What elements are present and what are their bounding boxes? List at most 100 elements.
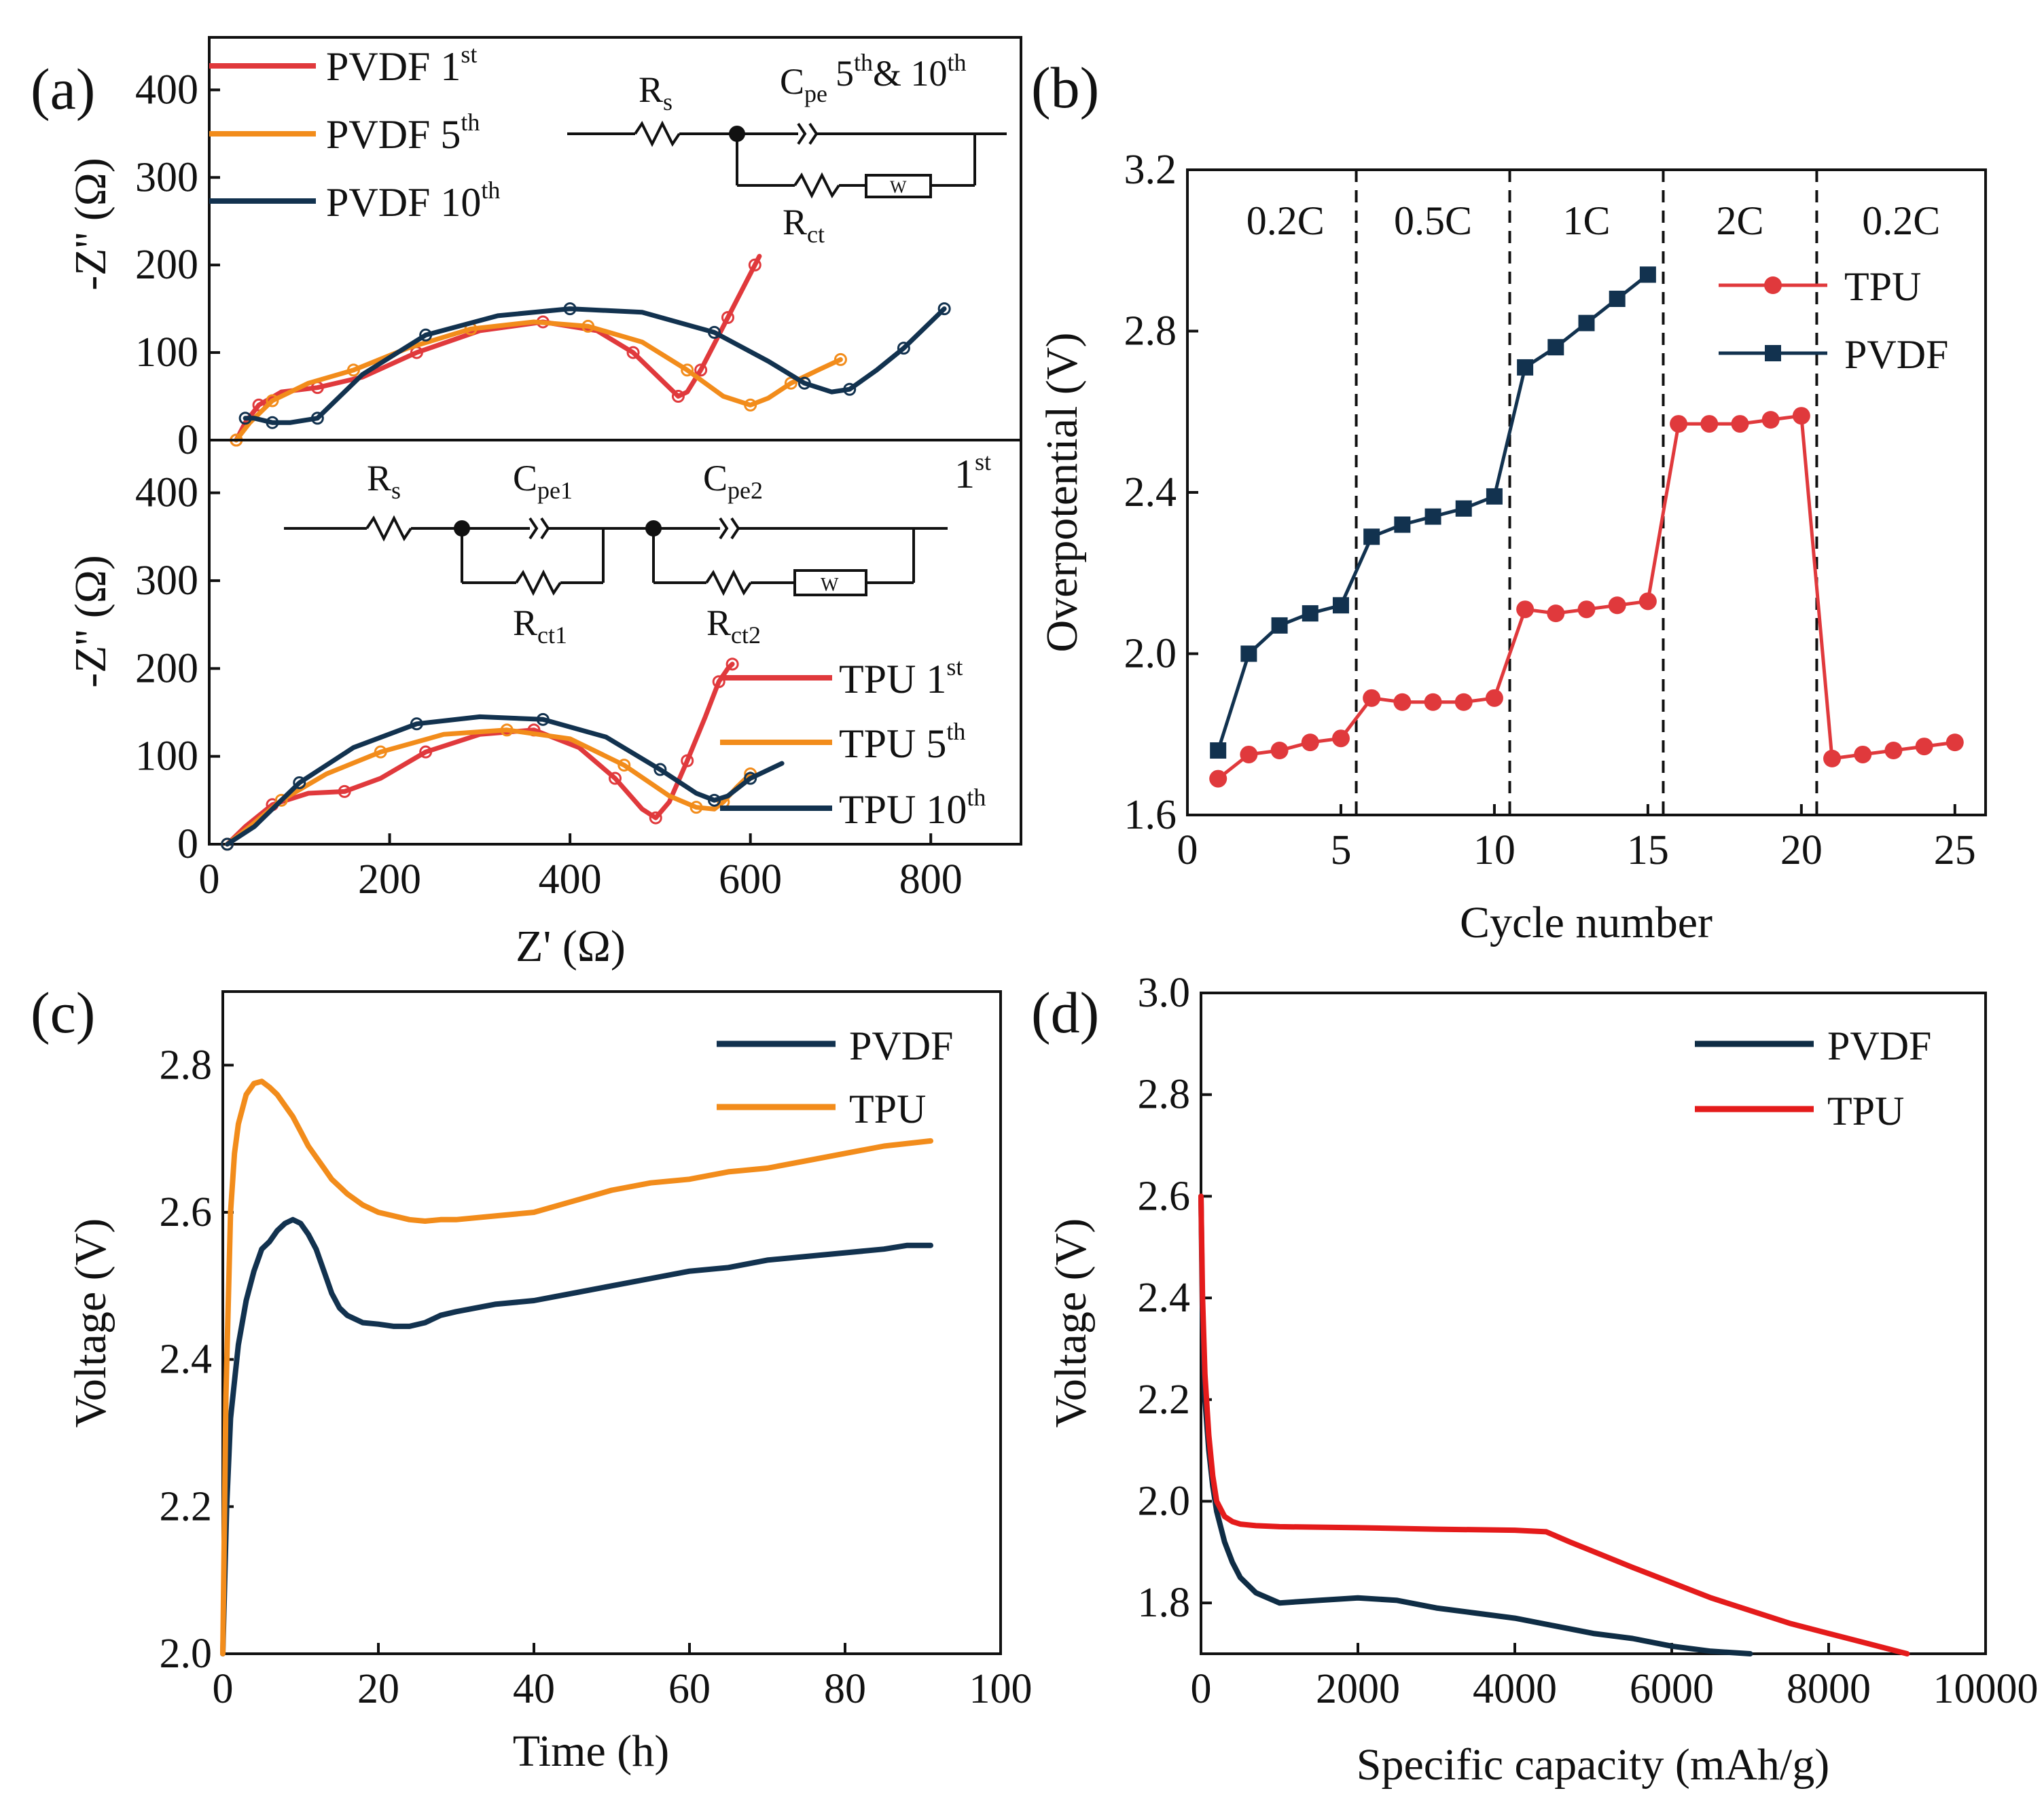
marker-tpu-10th [536, 712, 550, 726]
point-pvdf [1271, 617, 1288, 634]
legend-pvdf-5th: PVDF 5th [326, 109, 480, 157]
series-line-tpu-5th [225, 727, 753, 847]
panel-c-frame [221, 990, 1002, 1655]
circuit2-rct2: Rct2 [706, 602, 761, 649]
point-pvdf [1332, 597, 1349, 614]
legend-c-pvdf: PVDF [849, 1023, 953, 1068]
b-xlabel: Cycle number [1460, 898, 1713, 947]
marker-pvdf-1st [721, 311, 734, 325]
x-tick-label: 6000 [1630, 1666, 1714, 1712]
circuit2-rct1: Rct1 [513, 602, 567, 649]
marker-tpu-5th [617, 759, 631, 772]
y-tick-label: 400 [135, 470, 198, 516]
d-legend: PVDF TPU [1695, 1023, 1931, 1134]
point-tpu [1946, 733, 1964, 752]
marker-pvdf-1st [748, 258, 761, 272]
point-pvdf [1578, 314, 1595, 331]
point-pvdf [1394, 516, 1411, 533]
point-tpu [1792, 407, 1810, 425]
x-tick-label: 20 [357, 1666, 399, 1712]
circuit2-w: W [821, 575, 839, 596]
marker-tpu-1st [338, 784, 351, 798]
x-tick-label: 60 [668, 1666, 711, 1712]
marker-pvdf-10th [266, 416, 279, 429]
point-pvdf [1517, 359, 1534, 376]
y-tick-label: 200 [135, 645, 198, 691]
marker-pvdf-10th [797, 376, 811, 390]
marker-tpu-1st [609, 772, 622, 785]
b-series [1209, 266, 1964, 788]
marker-tpu-1st [681, 754, 694, 767]
point-tpu [1577, 600, 1596, 619]
point-tpu [1393, 693, 1412, 711]
x-tick-label: 4000 [1473, 1666, 1557, 1712]
legend-b-tpu: TPU [1844, 264, 1921, 309]
legend-pvdf-1st-label: PVDF 1 [326, 44, 461, 89]
x-tick-label: 5 [1330, 827, 1351, 873]
c-series [220, 1079, 933, 1656]
x-tick-label: 0 [199, 856, 220, 903]
point-tpu [1915, 738, 1933, 756]
y-tick-label: 2.0 [160, 1631, 213, 1677]
marker-pvdf-10th [238, 412, 252, 425]
rate-label: 2C [1716, 198, 1763, 243]
legend-pvdf-1st: PVDF 1st [326, 41, 477, 89]
series-line-tpu [220, 1079, 933, 1656]
y-tick-label: 100 [135, 733, 198, 780]
point-pvdf [1609, 291, 1626, 307]
panel-a-top: (a) 0 100 200 300 400 -Z'' (Ω) PVDF 1st PVDF… [31, 36, 1022, 463]
point-tpu [1454, 693, 1473, 711]
marker-pvdf-5th [346, 363, 360, 377]
circuit2-cpe2: Cpe2 [703, 458, 763, 504]
marker-tpu-1st [725, 657, 739, 671]
point-pvdf [1302, 605, 1319, 622]
marker-tpu-1st [419, 745, 433, 759]
marker-pvdf-1st [671, 390, 685, 403]
a-bottom-cycle-note: 1st [954, 448, 991, 496]
point-tpu [1884, 742, 1903, 759]
circuit-note: 5th& 10th [836, 49, 967, 94]
d-ticks: 1.8 2.0 2.2 2.4 2.6 2.8 3.0 0 2000 4000 6000 8000 10… [1138, 970, 2039, 1712]
d-ylabel: Voltage (V) [1046, 1218, 1096, 1428]
marker-tpu-5th [274, 793, 288, 807]
marker-tpu-10th [410, 717, 423, 731]
legend-tpu-1st: TPU 1st [839, 653, 963, 702]
a-bottom-legend: TPU 1st TPU 5th TPU 10th [720, 653, 986, 832]
point-pvdf [1240, 645, 1257, 662]
a-top-y-ticks: 0 100 200 300 400 [135, 67, 220, 463]
point-pvdf [1363, 528, 1380, 545]
panel-d: (d) 1.8 2.0 2.2 2.4 2.6 2.8 3.0 0 2000 4000 6000 80… [1031, 970, 2039, 1790]
panel-a-top-frame [208, 36, 1022, 441]
marker-pvdf-10th [708, 325, 721, 339]
panel-c-label: (c) [31, 980, 95, 1045]
b-rate-labels: 0.2C 0.5C 1C 2C 0.2C [1247, 198, 1940, 243]
marker-pvdf-1st [694, 363, 708, 377]
x-tick-label: 20 [1780, 827, 1823, 873]
x-tick-label: 10 [1473, 827, 1516, 873]
circuit-cpe: Cpe [780, 61, 827, 107]
x-tick-label: 25 [1934, 827, 1976, 873]
y-tick-label: 3.2 [1124, 147, 1177, 193]
marker-tpu-10th [708, 793, 721, 807]
x-tick-label: 100 [969, 1666, 1033, 1712]
marker-pvdf-1st [252, 398, 266, 412]
panel-b: (b) 1.6 2.0 2.4 2.8 3.2 0 5 10 15 20 25 0.2C 0.5C 1C… [1031, 55, 1987, 947]
x-tick-label: 8000 [1787, 1666, 1871, 1712]
point-tpu [1608, 596, 1626, 615]
b-legend: TPU PVDF [1719, 264, 1948, 377]
x-tick-label: 80 [824, 1666, 866, 1712]
point-tpu [1638, 592, 1657, 611]
y-tick-label: 2.0 [1138, 1478, 1191, 1524]
marker-tpu-10th [744, 772, 757, 785]
marker-tpu-5th [374, 745, 387, 759]
y-tick-label: 2.2 [160, 1483, 213, 1529]
legend-d-pvdf: PVDF [1827, 1023, 1931, 1068]
point-pvdf [1639, 266, 1656, 283]
y-tick-label: 0 [177, 417, 198, 463]
marker-tpu-5th [500, 723, 514, 737]
y-tick-label: 200 [135, 242, 198, 288]
point-tpu [1331, 729, 1350, 748]
b-dividers [1355, 170, 1818, 815]
series-line-pvdf [1198, 1193, 1753, 1656]
y-tick-label: 2.4 [1124, 469, 1177, 515]
